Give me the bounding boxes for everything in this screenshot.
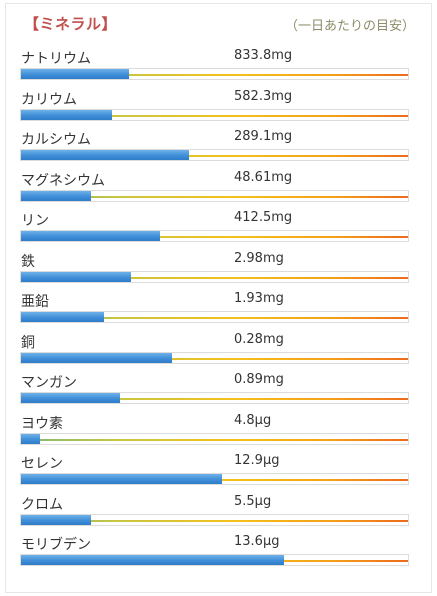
mineral-name: リン (21, 213, 49, 229)
mineral-level-bar (20, 432, 409, 445)
mineral-name: ナトリウム (21, 51, 91, 67)
mineral-row: 銅 0.28mg (6, 330, 433, 371)
mineral-level-fill (21, 312, 105, 322)
mineral-level-bar (20, 68, 409, 80)
guideline-gradient-line (21, 438, 408, 441)
mineral-row: モリブデン 13.6μg (6, 532, 433, 573)
mineral-level-fill (21, 555, 285, 565)
mineral-name: マンガン (21, 375, 77, 391)
mineral-level-fill (21, 190, 91, 201)
section-title: 【ミネラル】 (24, 15, 118, 33)
mineral-list: ナトリウム 833.8mg カリウム 582.3mg カルシウム 289.1mg マグネシウ… (6, 46, 433, 573)
mineral-amount: 2.98mg (234, 250, 284, 266)
mineral-level-fill (21, 150, 190, 160)
mineral-row: 鉄 2.98mg (6, 249, 433, 290)
guideline-gradient-line (21, 74, 408, 76)
mineral-amount: 412.5mg (234, 210, 293, 225)
mineral-amount: 48.61mg (234, 169, 293, 185)
mineral-name: セレン (21, 456, 63, 472)
mineral-level-fill (21, 514, 91, 525)
guideline-gradient-line (21, 114, 408, 117)
mineral-level-fill (21, 69, 130, 79)
mineral-name: モリブデン (21, 537, 91, 553)
mineral-level-fill (21, 109, 112, 120)
mineral-row: ヨウ素 4.8μg (6, 411, 433, 452)
mineral-level-bar (20, 554, 409, 566)
mineral-row: マンガン 0.89mg (6, 370, 433, 411)
daily-guideline-note: （一日あたりの目安） (284, 19, 415, 34)
mineral-level-fill (21, 433, 41, 444)
mineral-row: セレン 12.9μg (6, 451, 433, 492)
mineral-name: クロム (21, 496, 63, 513)
mineral-level-fill (21, 474, 223, 484)
guideline-gradient-line (21, 519, 408, 522)
mineral-level-bar (20, 270, 409, 283)
mineral-name: 銅 (21, 334, 35, 351)
mineral-amount: 289.1mg (234, 129, 293, 144)
mineral-level-bar (20, 230, 409, 242)
mineral-row: カリウム 582.3mg (6, 87, 433, 128)
mineral-level-fill (21, 231, 161, 241)
mineral-amount: 13.6μg (234, 534, 280, 549)
mineral-amount: 12.9μg (234, 453, 280, 468)
mineral-amount: 1.93mg (234, 291, 284, 306)
mineral-row: 亜鉛 1.93mg (6, 289, 433, 330)
mineral-level-fill (21, 393, 120, 403)
guideline-gradient-line (21, 357, 408, 360)
mineral-amount: 582.3mg (234, 88, 293, 104)
mineral-level-fill (21, 271, 132, 282)
guideline-gradient-line (21, 398, 408, 400)
mineral-level-bar (20, 351, 409, 364)
mineral-name: マグネシウム (21, 172, 105, 189)
mineral-amount: 4.8μg (234, 412, 272, 428)
mineral-name: ヨウ素 (21, 415, 63, 432)
guideline-gradient-line (21, 236, 408, 238)
mineral-level-bar (20, 392, 409, 404)
guideline-gradient-line (21, 195, 408, 198)
mineral-panel: 【ミネラル】 （一日あたりの目安） ナトリウム 833.8mg カリウム 582.3m… (5, 3, 432, 593)
guideline-gradient-line (21, 317, 408, 319)
mineral-amount: 0.28mg (234, 331, 284, 347)
mineral-name: 亜鉛 (21, 294, 49, 310)
mineral-name: 鉄 (21, 253, 35, 270)
mineral-amount: 833.8mg (234, 48, 293, 63)
mineral-level-bar (20, 473, 409, 485)
mineral-level-fill (21, 352, 172, 363)
mineral-row: カルシウム 289.1mg (6, 127, 433, 168)
mineral-level-bar (20, 108, 409, 121)
mineral-row: リン 412.5mg (6, 208, 433, 249)
guideline-gradient-line (21, 276, 408, 279)
mineral-level-bar (20, 149, 409, 161)
mineral-name: カリウム (21, 91, 77, 108)
panel-header: 【ミネラル】 （一日あたりの目安） (6, 4, 433, 40)
mineral-level-bar (20, 311, 409, 323)
mineral-row: クロム 5.5μg (6, 492, 433, 533)
guideline-gradient-line (21, 155, 408, 157)
mineral-level-bar (20, 189, 409, 202)
mineral-row: マグネシウム 48.61mg (6, 168, 433, 209)
mineral-level-bar (20, 513, 409, 526)
mineral-name: カルシウム (21, 132, 91, 148)
mineral-amount: 0.89mg (234, 372, 284, 387)
mineral-row: ナトリウム 833.8mg (6, 46, 433, 87)
mineral-amount: 5.5μg (234, 493, 272, 509)
